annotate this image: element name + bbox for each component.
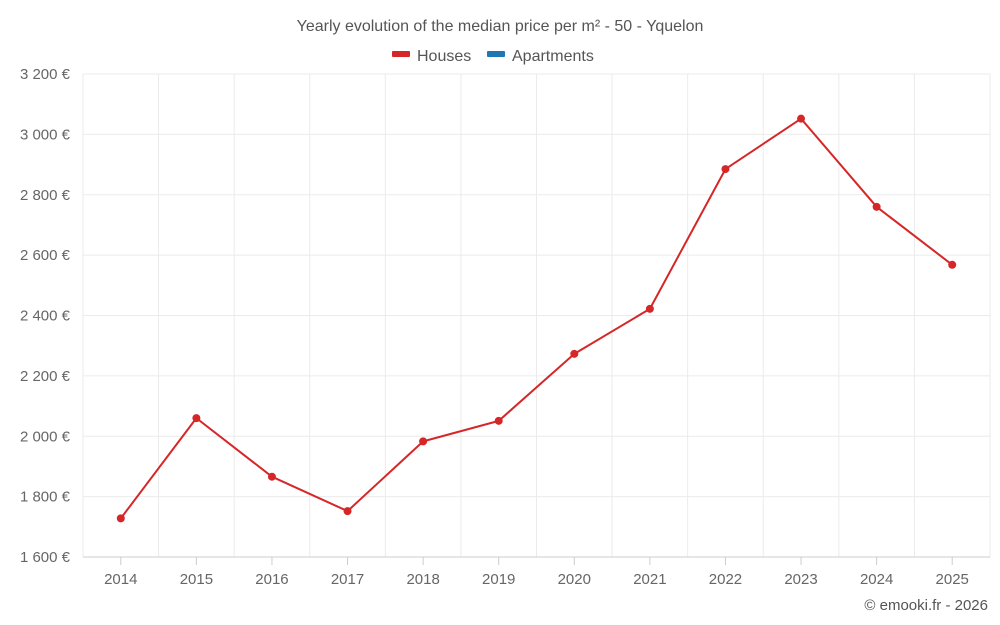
- y-tick-label: 2 200 €: [20, 368, 71, 385]
- data-point-houses-2021[interactable]: [645, 304, 654, 313]
- y-tick-label: 2 800 €: [20, 187, 71, 204]
- y-axis: 1 600 € 1 800 € 2 000 € 2 200 € 2 400 € 2 600…: [20, 66, 71, 566]
- legend: Houses Apartments: [392, 48, 594, 65]
- chart-title: Yearly evolution of the median price per…: [297, 18, 704, 35]
- x-tick-label: 2018: [406, 571, 439, 588]
- legend-item-houses[interactable]: Houses: [392, 48, 471, 65]
- x-tick-label: 2014: [104, 571, 137, 588]
- y-tick-label: 2 000 €: [20, 428, 71, 445]
- series-houses: [116, 114, 957, 523]
- data-point-houses-2015[interactable]: [192, 414, 201, 423]
- data-point-houses-2017[interactable]: [343, 507, 352, 516]
- y-tick-label: 2 400 €: [20, 308, 71, 325]
- data-point-houses-2014[interactable]: [116, 514, 125, 523]
- data-point-houses-2016[interactable]: [267, 472, 276, 481]
- x-tick-label: 2015: [180, 571, 213, 588]
- x-tick-label: 2017: [331, 571, 364, 588]
- data-point-houses-2023[interactable]: [797, 114, 806, 123]
- x-tick-label: 2025: [936, 571, 969, 588]
- legend-label-apartments: Apartments: [512, 48, 594, 65]
- data-point-houses-2018[interactable]: [419, 437, 428, 446]
- legend-label-houses: Houses: [417, 48, 471, 65]
- x-tick-label: 2016: [255, 571, 288, 588]
- data-point-houses-2022[interactable]: [721, 165, 730, 174]
- legend-swatch-houses: [392, 51, 410, 57]
- data-point-houses-2020[interactable]: [570, 349, 579, 358]
- x-tick-label: 2021: [633, 571, 666, 588]
- y-tick-label: 2 600 €: [20, 247, 71, 264]
- x-tick-label: 2020: [558, 571, 591, 588]
- credit-text: © emooki.fr - 2026: [864, 597, 988, 614]
- data-point-houses-2025[interactable]: [948, 260, 957, 269]
- y-tick-label: 1 800 €: [20, 489, 71, 506]
- x-tick-label: 2022: [709, 571, 742, 588]
- y-tick-label: 3 200 €: [20, 66, 71, 83]
- y-tick-label: 1 600 €: [20, 549, 71, 566]
- series-line-houses: [119, 117, 953, 519]
- x-tick-label: 2024: [860, 571, 893, 588]
- x-tick-label: 2019: [482, 571, 515, 588]
- data-point-houses-2024[interactable]: [872, 202, 881, 211]
- data-point-houses-2019[interactable]: [494, 416, 503, 425]
- y-tick-label: 3 000 €: [20, 126, 71, 143]
- legend-item-apartments[interactable]: Apartments: [487, 48, 594, 65]
- legend-swatch-apartments: [487, 51, 505, 57]
- grid: [82, 73, 991, 557]
- x-axis: 2014 2015 2016 2017 2018 2019 2020 2021 2022 2023…: [83, 556, 990, 588]
- x-tick-label: 2023: [784, 571, 817, 588]
